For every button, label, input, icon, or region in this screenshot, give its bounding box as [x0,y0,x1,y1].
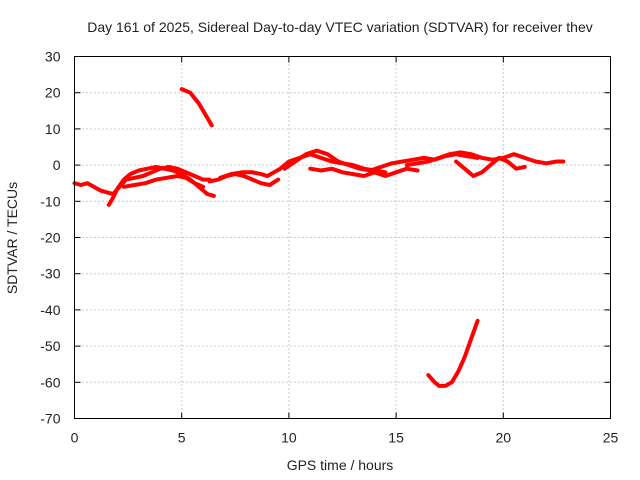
series-sat-c [121,174,206,189]
y-tick-label: -70 [40,411,60,427]
trace-layer [72,87,566,388]
series-sat-d [179,87,214,128]
y-tick-label: -20 [40,230,60,246]
tick-layer [74,56,611,419]
y-tick-label: 30 [45,49,61,65]
series-sat-a [72,164,212,197]
x-tick-label: 20 [496,430,512,446]
y-tick-label: -60 [40,374,60,390]
series-sat-i [404,150,566,168]
x-tick-label: 5 [178,430,186,446]
series-sat-j [454,155,527,178]
x-tick-label: 15 [388,430,404,446]
x-axis-label: GPS time / hours [287,457,394,473]
x-tick-label: 0 [71,430,79,446]
y-tick-label: 10 [45,121,61,137]
y-tick-label: -40 [40,302,60,318]
y-tick-label: 0 [53,157,61,173]
chart-title: Day 161 of 2025, Sidereal Day-to-day VTE… [87,19,593,35]
y-tick-label: -30 [40,266,60,282]
y-axis-label: SDTVAR / TECUs [4,182,20,294]
y-tick-label: -50 [40,338,60,354]
tick-label-layer: 0 5 10 15 20 25 30 20 10 0 -10 -20 -30 -40 -50 -60 -70 [40,49,618,446]
x-tick-label: 25 [603,430,619,446]
y-tick-label: 20 [45,85,61,101]
grid-layer [74,56,611,419]
series-sat-k [426,318,480,388]
x-tick-label: 10 [281,430,297,446]
y-tick-label: -10 [40,193,60,209]
series-sat-h [308,166,420,178]
